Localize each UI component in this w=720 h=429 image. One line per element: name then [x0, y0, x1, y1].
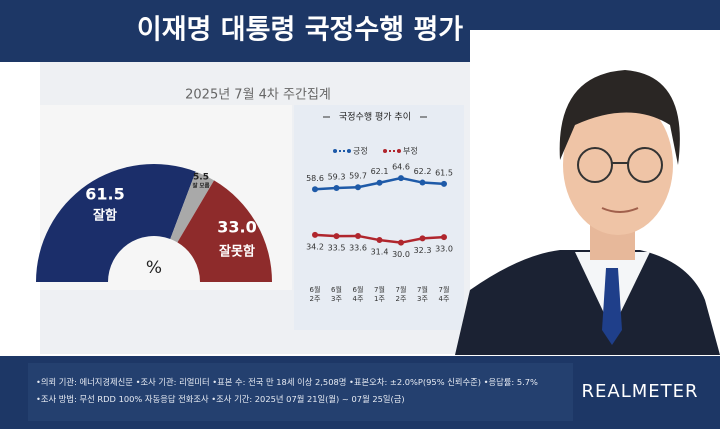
point — [355, 232, 361, 239]
slice-label: 잘못함 — [219, 244, 255, 260]
value-label: 59.7 — [349, 172, 367, 181]
legend-dot — [397, 149, 401, 153]
value-label: 33.6 — [349, 243, 367, 252]
legend-dot — [333, 149, 337, 153]
legend-dot — [347, 149, 351, 153]
legend-label: 긍정 — [353, 146, 368, 156]
value-label: 30.0 — [392, 250, 410, 259]
x-tick-label: 7월 4주 — [438, 286, 450, 303]
point — [441, 234, 447, 241]
point — [398, 175, 404, 182]
point — [312, 186, 318, 193]
value-label: 62.2 — [414, 167, 432, 176]
subtitle: 2025년 7월 4차 주간집계 — [185, 88, 331, 103]
legend-label: 부정 — [403, 146, 418, 156]
value-label: 5.5 — [193, 173, 209, 183]
point — [312, 231, 318, 238]
value-label: 34.2 — [306, 242, 324, 251]
point — [333, 233, 340, 240]
title: 이재명 대통령 국정수행 평가 — [137, 15, 463, 46]
value-label: 31.4 — [371, 248, 389, 257]
pie-slice — [170, 171, 215, 243]
x-tick-label: 6월 2주 — [309, 286, 321, 303]
point — [398, 239, 404, 246]
x-tick-label: 6월 3주 — [331, 286, 342, 303]
legend-dot — [383, 149, 387, 153]
slice-label: 잘함 — [93, 208, 117, 224]
value-label: 33.0 — [435, 245, 453, 254]
note: •조사 방법: 무선 RDD 100% 자동응답 전화조사 •조사 기간: 20… — [36, 394, 405, 404]
value-label: 61.5 — [435, 168, 453, 177]
value-label: 59.3 — [328, 172, 346, 181]
point — [441, 180, 447, 187]
brand: REALMETER — [582, 381, 699, 402]
x-tick-label: 7월 1주 — [374, 286, 385, 303]
note: •의뢰 기관: 에너지경제신문 •조사 기관: 리얼미터 •표본 수: 전국 만… — [36, 377, 538, 387]
unit-label: % — [146, 258, 162, 278]
value-label: 33.5 — [328, 244, 346, 253]
line-panel — [294, 105, 464, 330]
pie-slice — [177, 180, 272, 282]
point — [333, 184, 340, 191]
line-title: 국정수행 평가 추이 — [339, 111, 411, 123]
x-tick-label: 7월 2주 — [395, 286, 407, 303]
value-label: 62.1 — [371, 167, 389, 176]
x-tick-label: 7월 3주 — [417, 286, 428, 303]
point — [419, 235, 426, 242]
point — [419, 179, 426, 186]
value-label: 61.5 — [85, 185, 124, 204]
value-label: 32.3 — [414, 246, 432, 255]
value-label: 58.6 — [306, 174, 324, 183]
portrait — [455, 30, 720, 355]
footer-box — [28, 363, 573, 421]
point — [355, 184, 361, 191]
point — [376, 179, 383, 186]
pie-slice — [36, 163, 196, 282]
point — [376, 237, 383, 244]
value-label: 33.0 — [217, 218, 256, 237]
slice-label: 잘 모름 — [192, 182, 209, 190]
x-tick-label: 6월 4주 — [352, 286, 364, 303]
value-label: 64.6 — [392, 163, 410, 172]
